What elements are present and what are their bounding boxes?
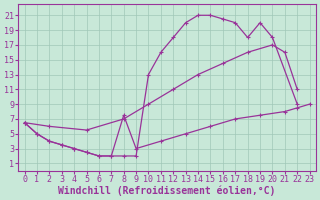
X-axis label: Windchill (Refroidissement éolien,°C): Windchill (Refroidissement éolien,°C) [58, 185, 276, 196]
